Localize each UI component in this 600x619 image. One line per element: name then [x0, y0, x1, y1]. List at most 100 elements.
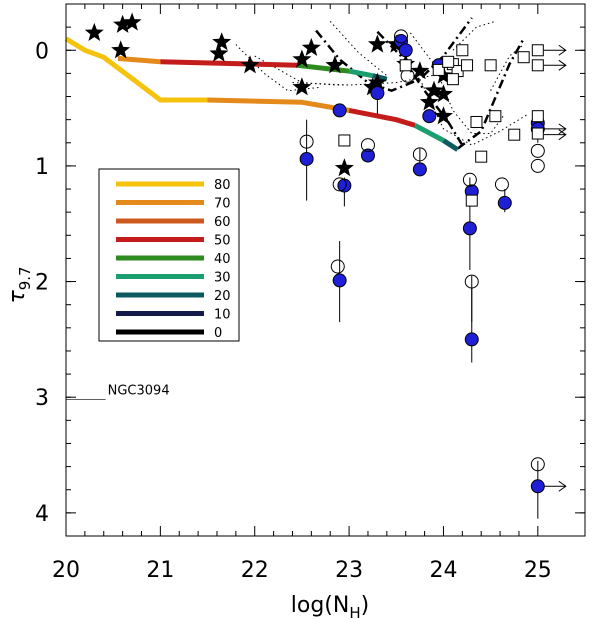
stars-point-12	[363, 77, 383, 96]
stars-point-11	[367, 72, 387, 91]
stars-point-7	[292, 49, 312, 68]
blue-filled-point-4	[360, 148, 375, 163]
limit-arrow-1	[543, 59, 567, 71]
lower-track-segment-3	[413, 123, 445, 143]
open-circles-point-8	[464, 274, 479, 289]
blue-filled-point-7	[398, 43, 413, 58]
open-squares-point-9	[484, 59, 497, 72]
stars-point-3	[111, 40, 131, 59]
x-tick-label-2: 22	[241, 558, 269, 583]
open-circles-point-12	[530, 457, 545, 472]
x-tick-label-5: 25	[524, 558, 552, 583]
stars-point-4	[212, 32, 232, 51]
upper-track-segment-3	[348, 68, 374, 79]
open-squares-point-6	[461, 59, 474, 72]
legend-label-5: 30	[214, 271, 231, 286]
lower-track-segment-2	[348, 107, 416, 128]
open-circles-point-1	[332, 177, 347, 192]
x-tick-label-4: 24	[429, 558, 457, 583]
open-circles-point-6	[412, 147, 427, 162]
open-circles-point-10	[530, 143, 545, 158]
blue-filled-point-1	[332, 103, 347, 118]
dotted-curve-5	[419, 78, 529, 146]
dotted-curve-4	[410, 32, 506, 134]
limit-arrows	[543, 44, 567, 492]
stars-point-8	[301, 37, 321, 56]
blue-filled-point-0	[299, 151, 314, 166]
y-axis-title: τ9.7	[5, 266, 34, 303]
open-circles-point-0	[299, 134, 314, 149]
blue-filled-point-3	[332, 273, 347, 288]
open-circles-point-2	[330, 259, 345, 274]
upper-track-segment-0	[117, 55, 161, 65]
open-circles-point-9	[494, 177, 509, 192]
open-squares-point-0	[338, 134, 351, 147]
open-circles-point-4	[393, 29, 408, 44]
dashdot-curve-0	[315, 17, 473, 93]
blue-filled-point-2	[337, 178, 352, 193]
y-tick-label-2: 2	[35, 271, 49, 296]
blue-filled-point-17	[530, 479, 545, 494]
open-squares-point-5	[456, 44, 469, 57]
legend: 80 70 60 50 40 30 20 10 0	[98, 168, 240, 342]
open-squares-point-1	[399, 59, 412, 72]
legend-label-4: 40	[214, 252, 231, 267]
x-tick-label-1: 21	[146, 558, 174, 583]
open-squares-point-13	[531, 44, 544, 57]
y-tick-label-4: 4	[35, 502, 49, 527]
open-squares-point-15	[531, 110, 544, 123]
legend-label-6: 20	[214, 289, 231, 304]
stars-point-2	[122, 12, 142, 31]
blue-filled-point-12	[462, 221, 477, 236]
open-squares-point-18	[446, 73, 459, 86]
open-squares-point-11	[508, 128, 521, 141]
limit-arrow-4	[543, 480, 567, 492]
stars-point-13	[334, 158, 354, 177]
legend-label-7: 10	[214, 308, 231, 323]
open-squares-point-7	[470, 115, 483, 128]
stars-point-22	[433, 106, 453, 125]
limit-arrow-3	[543, 129, 567, 141]
blue-filled-point-9	[422, 109, 437, 124]
stars-point-9	[292, 77, 312, 96]
dotted-curve-1	[254, 55, 350, 86]
dotted-curve-6	[452, 20, 496, 51]
annotation-label: NGC3094	[108, 384, 170, 399]
stars-point-5	[209, 43, 229, 62]
open-circles-point-7	[462, 172, 477, 187]
upper-track-segment-4	[372, 73, 388, 82]
blue-filled-point-13	[464, 332, 479, 347]
y-tick-label-1: 1	[35, 155, 49, 180]
stars-point-6	[240, 55, 260, 74]
upper-track-segment-1	[160, 59, 298, 68]
x-tick-label-3: 23	[335, 558, 363, 583]
stars-point-10	[325, 55, 345, 74]
x-tick-label-0: 20	[52, 558, 80, 583]
blue-filled-point-5	[370, 86, 385, 101]
open-circles-point-3	[360, 138, 375, 153]
open-squares-point-14	[531, 59, 544, 72]
open-squares-point-12	[517, 51, 530, 64]
dotted-curve-3	[329, 20, 388, 77]
stars-point-1	[113, 14, 133, 33]
legend-label-8: 0	[214, 326, 222, 341]
stars-point-0	[84, 22, 104, 41]
open-squares-point-17	[442, 55, 455, 68]
open-squares-point-19	[465, 194, 478, 207]
legend-label-0: 80	[214, 178, 231, 193]
y-tick-label-3: 3	[35, 386, 49, 411]
legend-label-1: 70	[214, 197, 231, 212]
limit-arrow-0	[543, 44, 567, 56]
x-axis-title: log(NH)	[291, 593, 369, 619]
plot-frame	[65, 3, 586, 537]
dashdot-curve-2	[456, 38, 525, 150]
legend-label-2: 60	[214, 215, 231, 230]
lower-track-segment-0	[64, 36, 208, 103]
lower-track-segment-4	[442, 138, 459, 152]
open-circles-point-11	[530, 158, 545, 173]
stars-point-21	[433, 84, 453, 103]
open-squares-point-10	[489, 110, 502, 123]
